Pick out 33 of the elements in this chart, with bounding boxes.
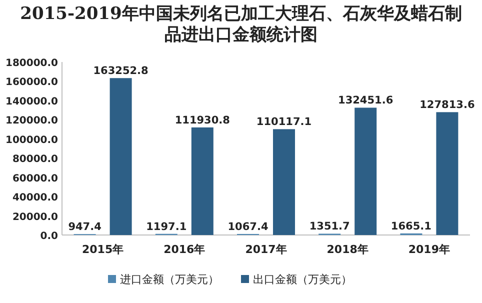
data-label: 127813.6 <box>420 99 475 112</box>
y-tick-label: 0.0 <box>40 231 58 242</box>
x-tick-label: 2015年 <box>82 243 124 256</box>
data-label: 163252.8 <box>93 65 148 78</box>
bar <box>354 108 377 235</box>
legend-label: 进口金额（万美元） <box>120 273 219 286</box>
data-label: 1351.7 <box>309 220 350 233</box>
data-label: 110117.1 <box>256 116 312 128</box>
y-tick-label: 20000.0 <box>12 212 58 223</box>
y-tick-label: 120000.0 <box>5 116 58 127</box>
bar <box>110 78 132 235</box>
y-tick-label: 160000.0 <box>5 77 58 88</box>
legend-label: 出口金额（万美元） <box>253 273 352 286</box>
bar <box>191 127 214 235</box>
data-label: 947.4 <box>68 221 102 234</box>
y-tick-label: 180000.0 <box>5 58 58 69</box>
x-tick-label: 2016年 <box>164 243 206 256</box>
y-tick-label: 100000.0 <box>5 134 58 146</box>
bar <box>436 112 458 235</box>
y-tick-label: 40000.0 <box>12 192 58 204</box>
y-tick-label: 60000.0 <box>12 173 58 184</box>
data-label: 1067.4 <box>228 220 268 233</box>
x-tick-label: 2017年 <box>245 243 287 256</box>
y-tick-label: 80000.0 <box>12 154 58 166</box>
y-tick-label: 140000.0 <box>5 96 58 108</box>
bar <box>273 129 295 235</box>
data-label: 1197.1 <box>146 220 187 233</box>
data-label: 1665.1 <box>390 220 432 232</box>
data-label: 132451.6 <box>338 94 394 107</box>
chart-title: 2015-2019年中国未列名已加工大理石、石灰华及蜡石制品进出口金额统计图 <box>20 4 462 46</box>
data-label: 111930.8 <box>174 114 230 126</box>
x-tick-label: 2019年 <box>408 243 450 256</box>
x-tick-label: 2018年 <box>326 243 368 256</box>
